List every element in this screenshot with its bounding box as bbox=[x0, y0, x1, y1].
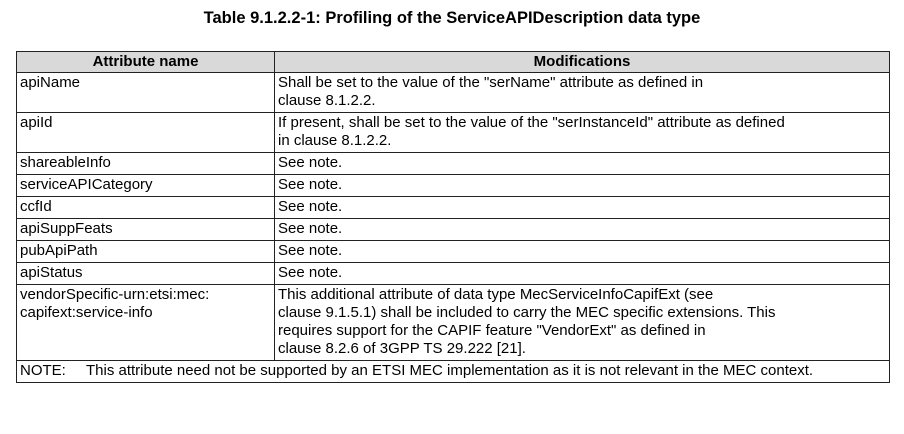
table-row: apiId If present, shall be set to the val… bbox=[16, 112, 890, 153]
attribute-name-cell: apiStatus bbox=[16, 262, 275, 285]
note-row: NOTE: This attribute need not be supporte… bbox=[16, 360, 890, 383]
table-row: vendorSpecific-urn:etsi:mec: capifext:se… bbox=[16, 284, 890, 361]
attribute-name-cell: apiSuppFeats bbox=[16, 218, 275, 241]
table-row: pubApiPath See note. bbox=[16, 240, 890, 263]
modifications-cell: Shall be set to the value of the "serNam… bbox=[274, 72, 890, 113]
attribute-name-cell: serviceAPICategory bbox=[16, 174, 275, 197]
modifications-cell: See note. bbox=[274, 218, 890, 241]
modifications-line: See note. bbox=[278, 264, 343, 281]
attribute-name-cell: vendorSpecific-urn:etsi:mec: capifext:se… bbox=[16, 284, 275, 361]
column-header-attribute-name: Attribute name bbox=[16, 51, 275, 73]
modifications-line: If present, shall be set to the value of… bbox=[278, 114, 785, 131]
table-row: shareableInfo See note. bbox=[16, 152, 890, 175]
modifications-cell: See note. bbox=[274, 262, 890, 285]
modifications-cell: See note. bbox=[274, 196, 890, 219]
attribute-name-cell: ccfId bbox=[16, 196, 275, 219]
note-cell: NOTE: This attribute need not be supporte… bbox=[16, 360, 890, 383]
modifications-line: clause 8.2.6 of 3GPP TS 29.222 [21]. bbox=[278, 340, 526, 357]
table-row: apiStatus See note. bbox=[16, 262, 890, 285]
note-label: NOTE: bbox=[20, 362, 66, 379]
column-header-modifications: Modifications bbox=[274, 51, 890, 73]
modifications-line: clause 8.1.2.2. bbox=[278, 92, 376, 109]
modifications-line: Shall be set to the value of the "serNam… bbox=[278, 74, 704, 91]
modifications-line: See note. bbox=[278, 154, 343, 171]
modifications-line: in clause 8.1.2.2. bbox=[278, 132, 392, 149]
table-title: Table 9.1.2.2-1: Profiling of the Servic… bbox=[203, 9, 701, 27]
table-row: ccfId See note. bbox=[16, 196, 890, 219]
modifications-line: See note. bbox=[278, 242, 343, 259]
attribute-name-cell: apiName bbox=[16, 72, 275, 113]
modifications-cell: If present, shall be set to the value of… bbox=[274, 112, 890, 153]
modifications-line: See note. bbox=[278, 176, 343, 193]
note-text: This attribute need not be supported by … bbox=[86, 362, 814, 379]
attribute-name-cell: shareableInfo bbox=[16, 152, 275, 175]
modifications-line: This additional attribute of data type M… bbox=[278, 286, 714, 303]
modifications-line: clause 9.1.5.1) shall be included to car… bbox=[278, 304, 776, 321]
attribute-name-cell: pubApiPath bbox=[16, 240, 275, 263]
header-row: Attribute name Modifications bbox=[16, 51, 890, 73]
modifications-line: requires support for the CAPIF feature "… bbox=[278, 322, 706, 339]
table-row: serviceAPICategory See note. bbox=[16, 174, 890, 197]
modifications-line: See note. bbox=[278, 198, 343, 215]
profiling-table: Attribute name Modifications apiName Shal… bbox=[16, 51, 890, 383]
attribute-name-cell: apiId bbox=[16, 112, 275, 153]
modifications-cell: See note. bbox=[274, 174, 890, 197]
table-row: apiSuppFeats See note. bbox=[16, 218, 890, 241]
modifications-line: See note. bbox=[278, 220, 343, 237]
modifications-cell: See note. bbox=[274, 152, 890, 175]
table-row: apiName Shall be set to the value of the … bbox=[16, 72, 890, 113]
modifications-cell: See note. bbox=[274, 240, 890, 263]
modifications-cell: This additional attribute of data type M… bbox=[274, 284, 890, 361]
